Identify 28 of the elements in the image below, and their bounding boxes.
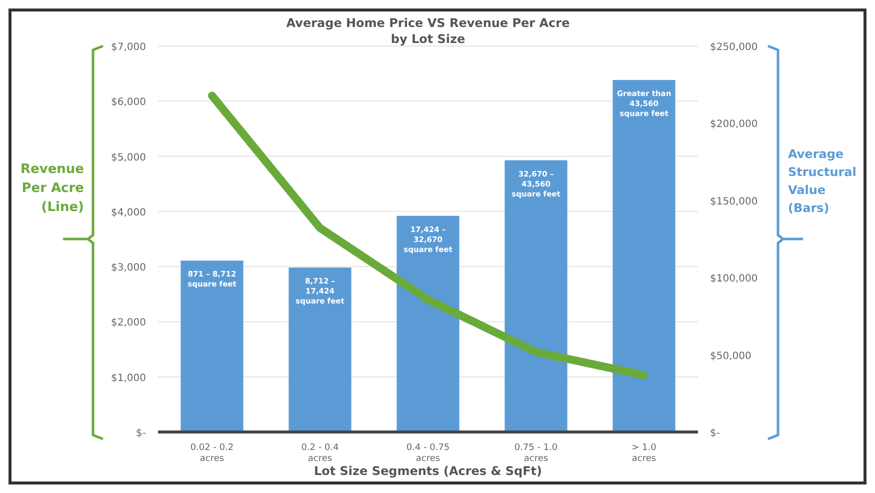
- y-tick-label: $5,000: [111, 152, 146, 164]
- x-tick-label: 0.02 - 0.2 acres: [190, 443, 234, 464]
- y2-tick-label: $-: [710, 428, 720, 439]
- x-tick-label: > 1.0 acres: [632, 443, 657, 464]
- bar: [180, 260, 244, 432]
- y2-tick-label: $150,000: [710, 196, 758, 208]
- y-tick-label: $7,000: [111, 42, 146, 53]
- y2-tick-label: $250,000: [710, 42, 758, 53]
- y-tick-label: $2,000: [111, 318, 146, 329]
- bar: [288, 268, 352, 432]
- bar: [612, 80, 676, 432]
- y2-axis-title: Average Structural Value (Bars): [788, 147, 856, 215]
- x-tick-label: 0.4 - 0.75 acres: [406, 443, 450, 464]
- bar: [504, 160, 568, 432]
- x-axis-title: Lot Size Segments (Acres & SqFt): [314, 464, 542, 478]
- y-tick-label: $4,000: [111, 207, 146, 218]
- x-tick-label: 0.2 - 0.4 acres: [301, 443, 340, 464]
- y-tick-label: $3,000: [111, 262, 146, 274]
- y2-tick-label: $200,000: [710, 119, 758, 130]
- chart-title: Average Home Price VS Revenue Per Acre by Lot Size: [286, 16, 570, 46]
- y-tick-label: $6,000: [111, 97, 146, 108]
- y-tick-label: $1,000: [111, 372, 146, 384]
- bar: [396, 216, 460, 432]
- y2-tick-label: $100,000: [710, 274, 758, 285]
- y2-tick-label: $50,000: [710, 350, 752, 362]
- x-tick-label: 0.75 - 1.0 acres: [514, 443, 558, 464]
- y-tick-label: $-: [136, 428, 146, 439]
- y-axis-title: Revenue Per Acre (Line): [20, 162, 84, 215]
